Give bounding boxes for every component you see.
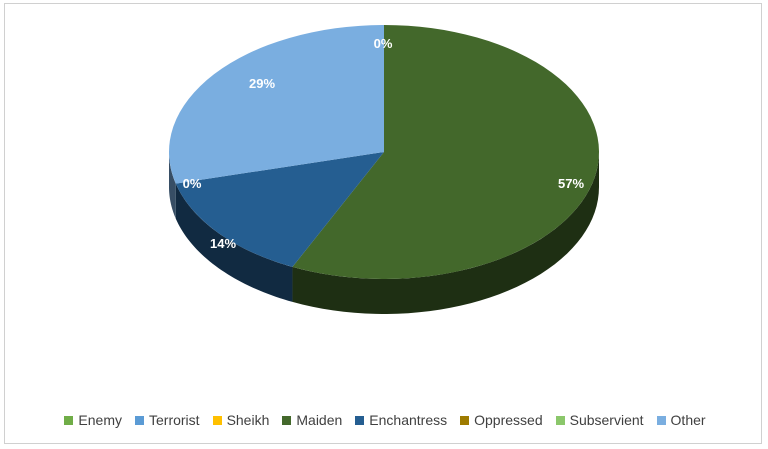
legend-label: Terrorist [149,412,200,428]
data-label-oppressed: 0% [183,176,202,191]
chart-legend: Enemy Terrorist Sheikh Maiden Enchantress Opp… [44,406,726,434]
legend-label: Sheikh [226,412,270,428]
legend-swatch [355,415,365,425]
data-label-enchantress: 14% [210,236,236,251]
legend-item-subservient: Subservient [555,412,644,428]
legend-swatch [212,415,222,425]
legend-label: Enchantress [369,412,448,428]
legend-swatch [656,415,666,425]
data-label-maiden: 57% [558,176,584,191]
legend-item-sheikh: Sheikh [212,412,270,428]
legend-item-enemy: Enemy [64,412,122,428]
legend-swatch [282,415,292,425]
legend-label: Other [670,412,706,428]
legend-swatch [555,415,565,425]
pie-3d-sides [169,152,599,314]
legend-label: Maiden [296,412,343,428]
slice-other[interactable] [168,25,384,184]
legend-label: Oppressed [474,412,543,428]
data-label-other: 29% [249,76,275,91]
legend-swatch [460,415,470,425]
legend-swatch [64,415,74,425]
legend-item-other: Other [656,412,706,428]
legend-label: Enemy [78,412,122,428]
legend-item-enchantress: Enchantress [355,412,447,428]
pie-data-labels: 57% 14% 0% 29% 0% [183,36,585,251]
legend-item-maiden: Maiden [282,412,342,428]
legend-swatch [135,415,144,425]
data-label-zero-top: 0% [374,36,393,51]
slice-side-maiden [292,152,599,314]
slice-side-other [169,152,176,219]
legend-item-terrorist: Terrorist [135,412,200,428]
slice-enchantress[interactable] [175,152,384,267]
slice-side-enchantress [175,183,293,302]
legend-label: Subservient [569,412,644,428]
pie-slices [168,25,600,279]
slice-maiden[interactable] [292,25,600,279]
legend-item-oppressed: Oppressed [460,412,543,428]
